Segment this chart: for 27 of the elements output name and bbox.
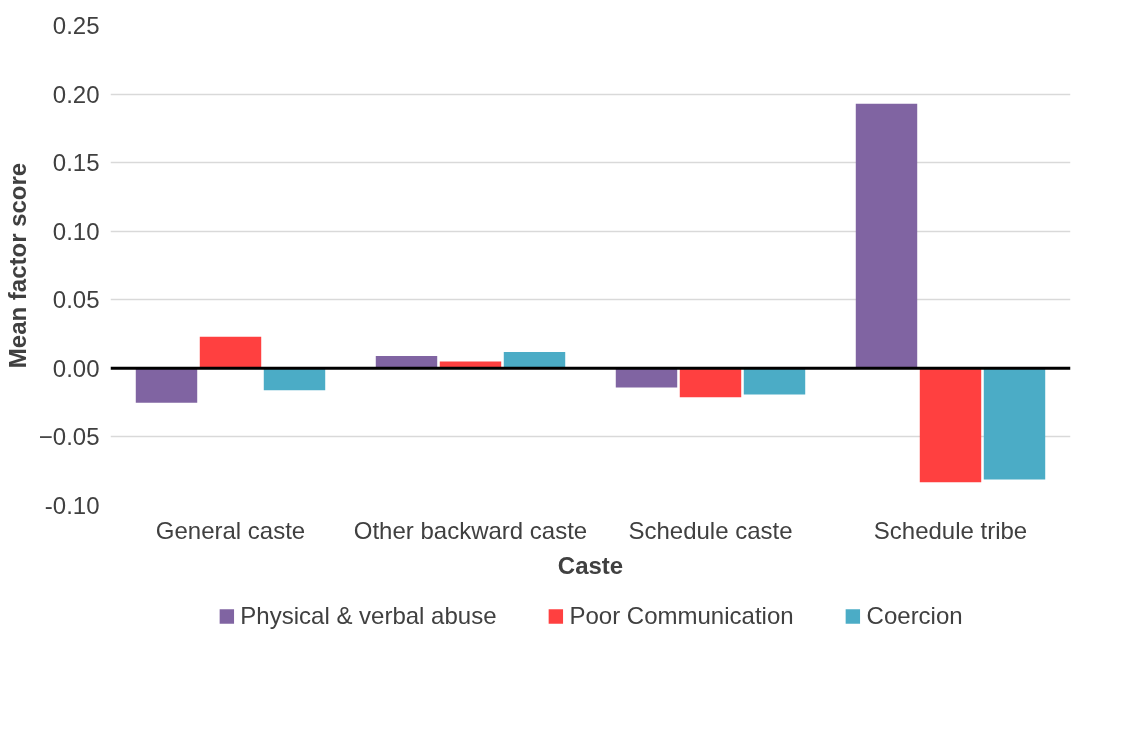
bar: [855, 103, 918, 369]
bar: [615, 368, 678, 388]
y-axis-title: Mean factor score: [3, 162, 31, 369]
x-tick-label: General caste: [155, 516, 306, 544]
bar: [919, 368, 982, 483]
y-tick-label: 0.15: [52, 149, 100, 177]
legend-label: Poor Communication: [569, 602, 794, 630]
y-tick-label: 0.20: [52, 80, 100, 108]
bar: [679, 368, 742, 398]
legend-label: Physical & verbal abuse: [240, 602, 497, 630]
bar: [135, 368, 198, 403]
x-tick-label: Schedule tribe: [873, 516, 1028, 544]
legend-label: Coercion: [866, 602, 963, 630]
bar: [263, 368, 326, 391]
x-axis-title: Caste: [557, 551, 624, 579]
y-tick-label: 0.10: [52, 217, 100, 245]
x-tick-label: Schedule caste: [628, 516, 793, 544]
bar: [199, 336, 262, 369]
y-tick-label: 0.05: [52, 286, 100, 314]
bar: [503, 351, 566, 369]
bar: [743, 368, 806, 395]
y-tick-label: -0.10: [44, 492, 100, 519]
x-tick-label: Other backward caste: [353, 516, 588, 544]
y-tick-label: 0.00: [52, 354, 100, 382]
y-tick-label: −0.05: [38, 423, 100, 451]
bar: [983, 368, 1046, 480]
y-tick-label: 0.25: [52, 12, 100, 39]
